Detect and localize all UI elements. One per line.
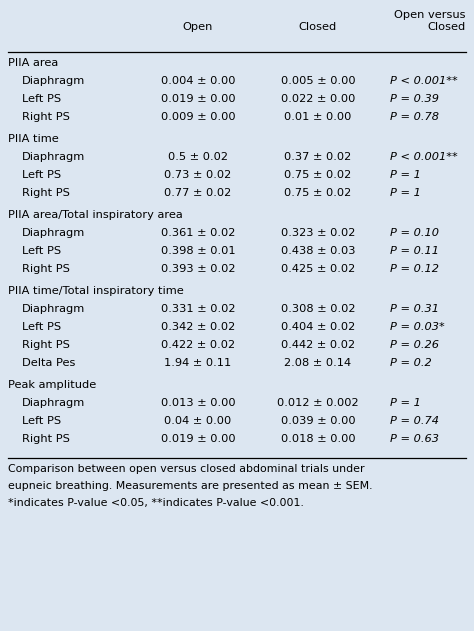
Text: Left PS: Left PS [22, 246, 61, 256]
Text: P = 0.10: P = 0.10 [390, 228, 439, 238]
Text: P < 0.001**: P < 0.001** [390, 152, 458, 162]
Text: Peak amplitude: Peak amplitude [8, 380, 96, 390]
Text: 0.04 ± 0.00: 0.04 ± 0.00 [164, 416, 232, 426]
Text: Right PS: Right PS [22, 188, 70, 198]
Text: 0.442 ± 0.02: 0.442 ± 0.02 [281, 340, 355, 350]
Text: Comparison between open versus closed abdominal trials under: Comparison between open versus closed ab… [8, 464, 365, 474]
Text: P = 1: P = 1 [390, 188, 421, 198]
Text: Right PS: Right PS [22, 264, 70, 274]
Text: Diaphragm: Diaphragm [22, 304, 85, 314]
Text: Right PS: Right PS [22, 112, 70, 122]
Text: P = 0.11: P = 0.11 [390, 246, 439, 256]
Text: P = 0.31: P = 0.31 [390, 304, 439, 314]
Text: Diaphragm: Diaphragm [22, 76, 85, 86]
Text: P = 0.26: P = 0.26 [390, 340, 439, 350]
Text: Right PS: Right PS [22, 434, 70, 444]
Text: P = 0.2: P = 0.2 [390, 358, 432, 368]
Text: 0.323 ± 0.02: 0.323 ± 0.02 [281, 228, 355, 238]
Text: 0.37 ± 0.02: 0.37 ± 0.02 [284, 152, 352, 162]
Text: Closed: Closed [299, 22, 337, 32]
Text: 0.342 ± 0.02: 0.342 ± 0.02 [161, 322, 235, 332]
Text: 0.404 ± 0.02: 0.404 ± 0.02 [281, 322, 355, 332]
Text: Diaphragm: Diaphragm [22, 228, 85, 238]
Text: 0.308 ± 0.02: 0.308 ± 0.02 [281, 304, 355, 314]
Text: 0.012 ± 0.002: 0.012 ± 0.002 [277, 398, 359, 408]
Text: 0.013 ± 0.00: 0.013 ± 0.00 [161, 398, 235, 408]
Text: 0.75 ± 0.02: 0.75 ± 0.02 [284, 188, 352, 198]
Text: PIIA area/Total inspiratory area: PIIA area/Total inspiratory area [8, 210, 183, 220]
Text: Open versus: Open versus [394, 10, 466, 20]
Text: 0.039 ± 0.00: 0.039 ± 0.00 [281, 416, 356, 426]
Text: P = 0.74: P = 0.74 [390, 416, 439, 426]
Text: 0.009 ± 0.00: 0.009 ± 0.00 [161, 112, 235, 122]
Text: PIIA time/Total inspiratory time: PIIA time/Total inspiratory time [8, 286, 184, 296]
Text: 1.94 ± 0.11: 1.94 ± 0.11 [164, 358, 232, 368]
Text: 0.005 ± 0.00: 0.005 ± 0.00 [281, 76, 356, 86]
Text: Left PS: Left PS [22, 94, 61, 104]
Text: 2.08 ± 0.14: 2.08 ± 0.14 [284, 358, 352, 368]
Text: Open: Open [183, 22, 213, 32]
Text: Left PS: Left PS [22, 322, 61, 332]
Text: 0.022 ± 0.00: 0.022 ± 0.00 [281, 94, 355, 104]
Text: P = 1: P = 1 [390, 170, 421, 180]
Text: P = 1: P = 1 [390, 398, 421, 408]
Text: eupneic breathing. Measurements are presented as mean ± SEM.: eupneic breathing. Measurements are pres… [8, 481, 373, 491]
Text: 0.77 ± 0.02: 0.77 ± 0.02 [164, 188, 232, 198]
Text: Diaphragm: Diaphragm [22, 398, 85, 408]
Text: 0.361 ± 0.02: 0.361 ± 0.02 [161, 228, 235, 238]
Text: Diaphragm: Diaphragm [22, 152, 85, 162]
Text: 0.398 ± 0.01: 0.398 ± 0.01 [161, 246, 235, 256]
Text: P < 0.001**: P < 0.001** [390, 76, 458, 86]
Text: 0.425 ± 0.02: 0.425 ± 0.02 [281, 264, 355, 274]
Text: 0.019 ± 0.00: 0.019 ± 0.00 [161, 434, 235, 444]
Text: Left PS: Left PS [22, 170, 61, 180]
Text: 0.019 ± 0.00: 0.019 ± 0.00 [161, 94, 235, 104]
Text: P = 0.12: P = 0.12 [390, 264, 439, 274]
Text: Closed: Closed [428, 22, 466, 32]
Text: 0.01 ± 0.00: 0.01 ± 0.00 [284, 112, 352, 122]
Text: *indicates P-value <0.05, **indicates P-value <0.001.: *indicates P-value <0.05, **indicates P-… [8, 498, 304, 508]
Text: 0.75 ± 0.02: 0.75 ± 0.02 [284, 170, 352, 180]
Text: 0.018 ± 0.00: 0.018 ± 0.00 [281, 434, 356, 444]
Text: 0.73 ± 0.02: 0.73 ± 0.02 [164, 170, 232, 180]
Text: 0.393 ± 0.02: 0.393 ± 0.02 [161, 264, 235, 274]
Text: 0.438 ± 0.03: 0.438 ± 0.03 [281, 246, 355, 256]
Text: Left PS: Left PS [22, 416, 61, 426]
Text: 0.5 ± 0.02: 0.5 ± 0.02 [168, 152, 228, 162]
Text: P = 0.03*: P = 0.03* [390, 322, 445, 332]
Text: Right PS: Right PS [22, 340, 70, 350]
Text: Delta Pes: Delta Pes [22, 358, 75, 368]
Text: 0.422 ± 0.02: 0.422 ± 0.02 [161, 340, 235, 350]
Text: 0.331 ± 0.02: 0.331 ± 0.02 [161, 304, 235, 314]
Text: P = 0.78: P = 0.78 [390, 112, 439, 122]
Text: P = 0.63: P = 0.63 [390, 434, 439, 444]
Text: P = 0.39: P = 0.39 [390, 94, 439, 104]
Text: PIIA area: PIIA area [8, 58, 58, 68]
Text: 0.004 ± 0.00: 0.004 ± 0.00 [161, 76, 235, 86]
Text: PIIA time: PIIA time [8, 134, 59, 144]
